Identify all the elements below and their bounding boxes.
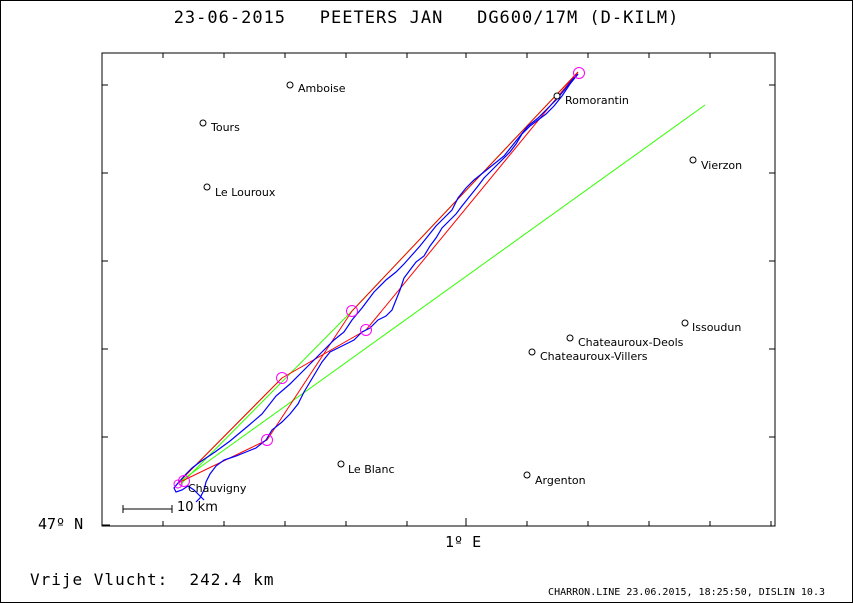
turnpoint-circle [360, 324, 372, 336]
turnpoint-circle [573, 67, 585, 79]
town-label-tours: Tours [211, 121, 240, 134]
town-label-romorantin: Romorantin [565, 94, 629, 107]
scale-bar-label: 10 km [177, 500, 218, 515]
chart-title: 23-06-2015 PEETERS JAN DG600/17M (D-KILM… [0, 8, 853, 28]
town-label-le-louroux: Le Louroux [215, 186, 276, 199]
x-axis-ticks [101, 53, 772, 526]
turnpoint-circle [261, 434, 273, 446]
footer-info: CHARRON.LINE 23.06.2015, 18:25:50, DISLI… [548, 587, 825, 598]
free-flight-distance: 242.4 km [189, 570, 275, 589]
town-marker [681, 319, 689, 327]
town-marker [203, 183, 211, 191]
town-marker [689, 156, 697, 164]
town-marker [566, 334, 574, 342]
town-label-argenton: Argenton [535, 474, 586, 487]
town-marker [523, 471, 531, 479]
town-marker [199, 119, 207, 127]
town-marker [286, 81, 294, 89]
town-label-chateauroux-deols: Chateauroux-Deols [578, 336, 684, 349]
town-label-chauvigny: Chauvigny [188, 482, 247, 495]
turnpoint-circle [178, 475, 190, 487]
sector-lines [177, 71, 706, 486]
y-axis-ticks [102, 84, 775, 526]
x-axis-label: 1º E [445, 533, 482, 551]
scale-bar [122, 505, 173, 513]
y-axis-label: 47º N [38, 515, 84, 533]
turnpoint-circle [173, 479, 183, 489]
town-label-chateauroux-villers: Chateauroux-Villers [540, 350, 648, 363]
title-glider: DG600/17M (D-KILM) [477, 8, 680, 28]
turnpoint-circle [276, 372, 288, 384]
free-flight-summary: Vrije Vlucht: 242.4 km [30, 570, 275, 589]
sector-line-long [177, 104, 706, 484]
plot-area [101, 52, 776, 527]
task-line [177, 71, 579, 484]
title-date: 23-06-2015 [173, 8, 287, 28]
town-label-issoudun: Issoudun [692, 321, 742, 334]
title-pilot: PEETERS JAN [319, 8, 444, 28]
turnpoints [173, 67, 585, 489]
town-marker [528, 348, 536, 356]
turnpoint-circle [346, 305, 358, 317]
town-markers [199, 81, 697, 479]
town-marker [553, 92, 561, 100]
town-label-amboise: Amboise [298, 82, 346, 95]
flight-track [173, 73, 579, 503]
town-marker [337, 460, 345, 468]
task-lines [177, 71, 579, 484]
town-label-le-blanc: Le Blanc [348, 463, 395, 476]
sector-line-inner [179, 310, 353, 486]
free-flight-label: Vrije Vlucht: [30, 570, 169, 589]
town-label-vierzon: Vierzon [701, 159, 743, 172]
